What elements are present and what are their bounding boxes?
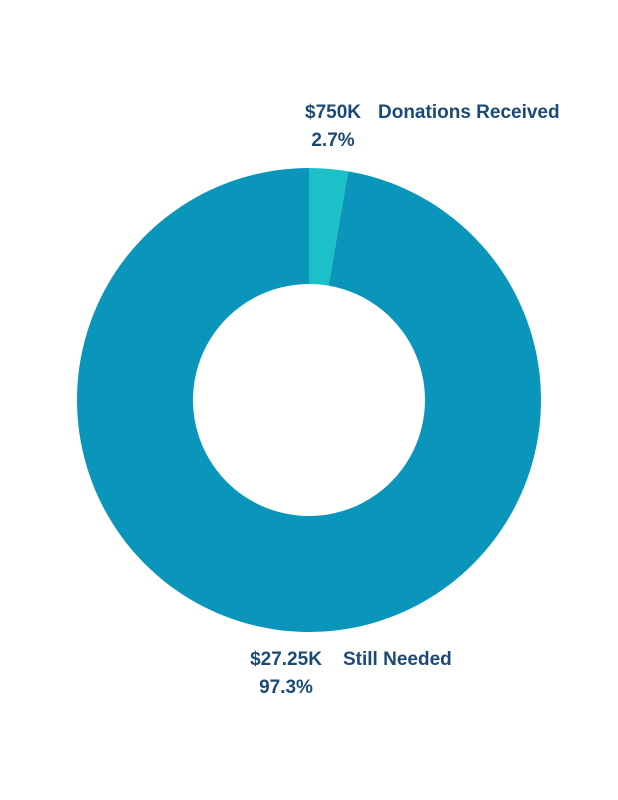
percent-label: 2.7% <box>311 130 354 151</box>
slice-name: Donations Received <box>378 102 560 123</box>
donut-slice <box>309 168 349 286</box>
amount-label: $750K <box>305 102 361 123</box>
donut-slice <box>76 168 541 632</box>
amount-label: $27.25K <box>250 649 322 670</box>
percent-label: 97.3% <box>259 677 313 698</box>
slice-name: Still Needed <box>343 649 452 670</box>
